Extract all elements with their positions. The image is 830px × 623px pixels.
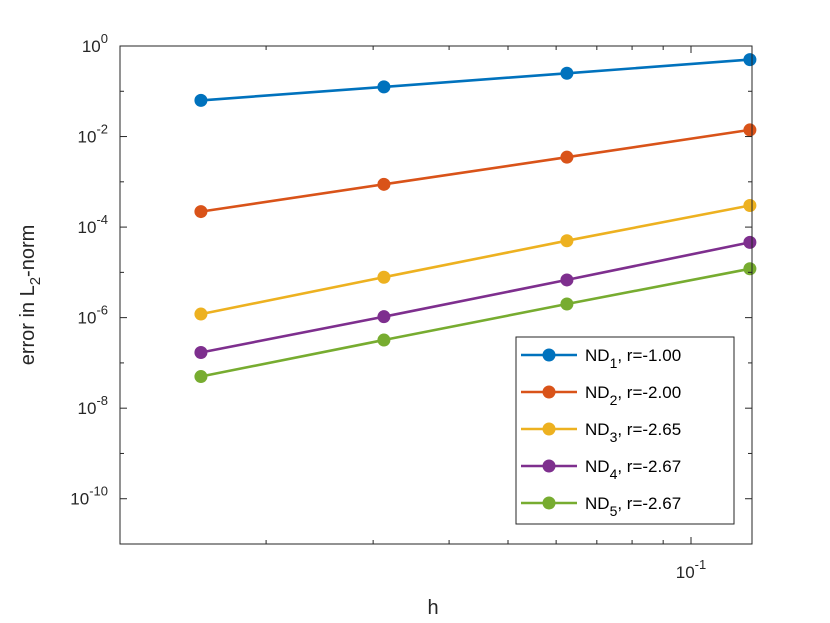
legend-label: ND5, r=-2.67 [585, 494, 681, 519]
data-point [194, 307, 208, 321]
y-tick-label: 10-6 [78, 303, 108, 328]
data-point [743, 235, 757, 249]
series-5 [194, 262, 757, 384]
legend-marker [542, 348, 556, 362]
series-line [200, 204, 751, 316]
legend-entry: ND5, r=-2.67 [521, 494, 681, 519]
data-point [194, 370, 208, 384]
series-4 [194, 235, 757, 359]
data-point [743, 53, 757, 67]
series-2 [194, 123, 757, 219]
y-tick-label: 10-10 [70, 484, 108, 509]
plot-frame [119, 45, 753, 545]
legend-label: ND4, r=-2.67 [585, 457, 681, 482]
y-tick-label: 100 [82, 31, 108, 56]
series-line [200, 58, 750, 102]
legend-label: ND3, r=-2.65 [585, 420, 681, 445]
series-1 [194, 53, 757, 107]
data-point [377, 333, 391, 347]
data-point [560, 66, 574, 80]
data-point [743, 198, 757, 212]
y-tick-label: 10-2 [78, 122, 108, 147]
legend-entry: ND1, r=-1.00 [521, 346, 681, 371]
y-tick-label: 10-4 [78, 212, 108, 237]
data-point [377, 80, 391, 94]
legend-marker [542, 496, 556, 510]
y-tick-label: 10-8 [78, 393, 108, 418]
series-line [200, 128, 751, 213]
legend-marker [542, 422, 556, 436]
data-point [743, 262, 757, 276]
series-line [200, 241, 751, 354]
data-point [377, 310, 391, 324]
legend-label: ND2, r=-2.00 [585, 383, 681, 408]
legend-entry: ND2, r=-2.00 [521, 383, 681, 408]
legend-marker [542, 459, 556, 473]
data-point [194, 205, 208, 219]
series-line [200, 267, 751, 378]
data-point [743, 123, 757, 137]
legend-entry: ND4, r=-2.67 [521, 457, 681, 482]
data-point [560, 297, 574, 311]
legend-entry: ND3, r=-2.65 [521, 420, 681, 445]
y-axis-label-sub: 2 [27, 277, 44, 285]
y-axis-label-prefix: error in L [17, 285, 39, 365]
y-axis-label: error in L2-norm [17, 225, 44, 366]
data-point [194, 93, 208, 107]
data-point [377, 177, 391, 191]
data-point [377, 270, 391, 284]
data-point [194, 345, 208, 359]
series-3 [194, 198, 757, 321]
y-axis-label-suffix: -norm [17, 225, 39, 277]
data-point [560, 273, 574, 287]
legend-label: ND1, r=-1.00 [585, 346, 681, 371]
data-point [560, 234, 574, 248]
x-tick-label: 10-1 [676, 557, 706, 582]
data-point [560, 150, 574, 164]
legend-marker [542, 385, 556, 399]
x-axis-label: h [427, 597, 438, 619]
